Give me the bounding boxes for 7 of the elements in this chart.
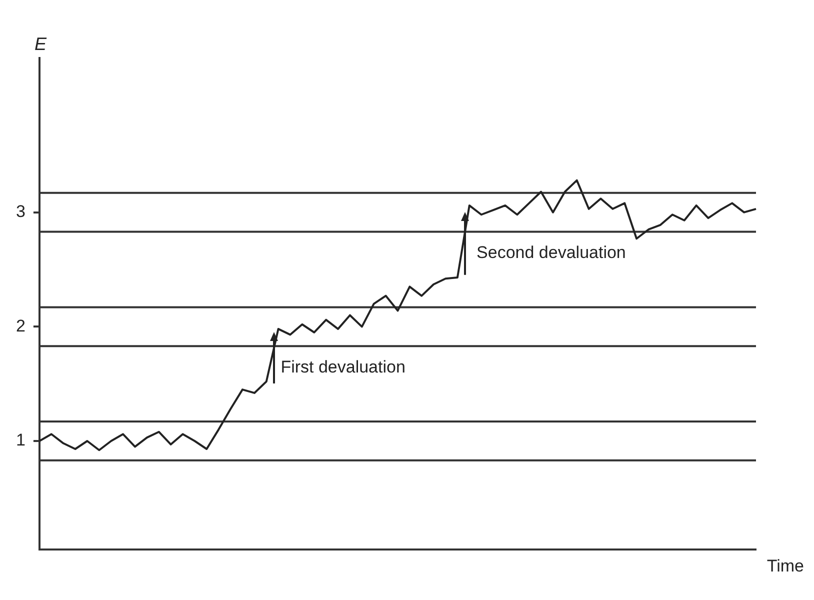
y-axis-title: E xyxy=(34,34,48,54)
y-tick-label: 2 xyxy=(16,316,26,336)
annotation: First devaluation xyxy=(280,357,406,376)
y-tick-label: 3 xyxy=(16,202,26,222)
y-tick-label: 1 xyxy=(16,430,26,450)
annotation: Second devaluation xyxy=(476,243,626,262)
x-axis-title: Time xyxy=(766,556,804,576)
